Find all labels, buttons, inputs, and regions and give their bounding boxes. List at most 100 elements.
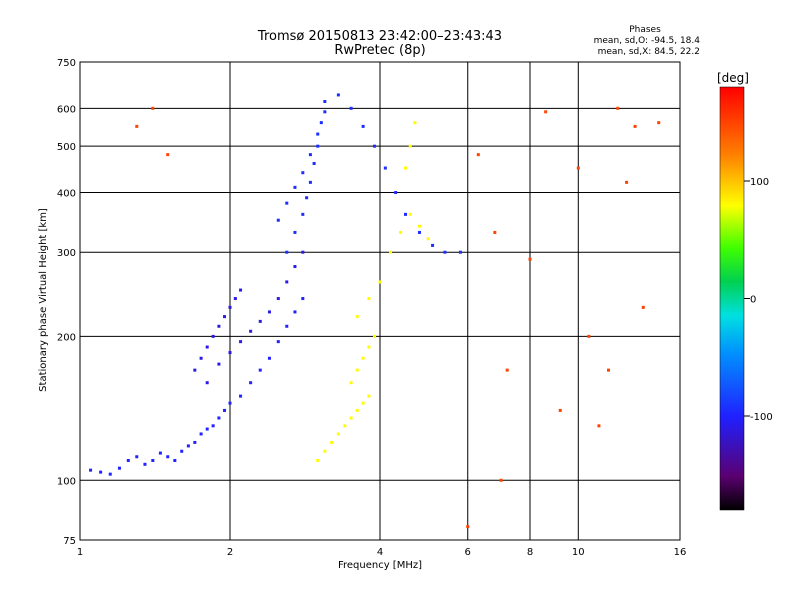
echo-point [258, 368, 262, 372]
echo-point [285, 280, 289, 284]
y-axis-label: Stationary phase Virtual Height [km] [38, 208, 49, 392]
echo-point [528, 257, 532, 261]
echo-point [657, 121, 661, 125]
echo-point [493, 230, 497, 234]
echo-point [505, 368, 509, 372]
echo-point [431, 243, 435, 247]
echo-point [228, 401, 232, 405]
echo-point [135, 124, 139, 128]
x-tick-label: 1 [77, 547, 83, 558]
echo-point [408, 144, 412, 148]
echo-point [361, 124, 365, 128]
x-axis-label: Frequency [MHz] [338, 560, 422, 571]
echo-point [267, 356, 271, 360]
echo-point [276, 218, 280, 222]
x-tick-label: 8 [527, 547, 533, 558]
echo-point [367, 345, 371, 349]
echo-point [301, 212, 305, 216]
echo-point [223, 408, 227, 412]
echo-point [361, 401, 365, 405]
echo-point [499, 478, 503, 482]
colorbar-label: [deg] [717, 71, 749, 85]
echo-point [361, 356, 365, 360]
echo-point [476, 153, 480, 157]
echo-point [223, 315, 227, 319]
echo-point [158, 451, 162, 455]
echo-point [323, 449, 327, 453]
echo-point [323, 100, 327, 104]
echo-point [616, 106, 620, 110]
echo-point [143, 462, 147, 466]
echo-point [193, 368, 197, 372]
echo-point [301, 250, 305, 254]
echo-point [301, 171, 305, 175]
echo-point [285, 201, 289, 205]
chart-title: Tromsø 20150813 23:42:00–23:43:43 [257, 29, 502, 44]
echo-point [180, 449, 184, 453]
echo-point [319, 121, 323, 125]
axis-ticks: 1 2 4 6 8 10 16 75 100 200 300 400 500 600 750 [57, 58, 686, 558]
echo-point [330, 440, 334, 444]
echo-point [205, 427, 209, 431]
echo-point [349, 381, 353, 385]
echo-point [228, 351, 232, 355]
echo-point [239, 394, 243, 398]
echo-point [205, 381, 209, 385]
echo-point [466, 525, 470, 529]
echo-point [267, 310, 271, 314]
echo-point [355, 408, 359, 412]
echo-point [336, 93, 340, 97]
echo-point [199, 432, 203, 436]
echo-point [249, 381, 253, 385]
echo-point [199, 356, 203, 360]
echo-point [308, 180, 312, 184]
echo-point [205, 345, 209, 349]
echo-point [587, 334, 591, 338]
phase-legend-x: mean, sd,X: 84.5, 22.2 [598, 47, 700, 57]
colorbar-tick-label: 0 [750, 295, 756, 306]
y-tick-label: 600 [57, 104, 76, 115]
echo-point [336, 432, 340, 436]
echo-point [597, 424, 601, 428]
echo-point [89, 468, 93, 472]
echo-point [607, 368, 611, 372]
y-tick-label: 400 [57, 188, 76, 199]
x-tick-label: 2 [227, 547, 233, 558]
echo-point [408, 212, 412, 216]
echo-point [544, 110, 548, 114]
echo-points [89, 93, 661, 529]
echo-point [301, 297, 305, 301]
echo-point [458, 250, 462, 254]
echo-point [343, 424, 347, 428]
colorbar [719, 86, 745, 511]
echo-point [293, 230, 297, 234]
echo-point [349, 106, 353, 110]
echo-point [166, 153, 170, 157]
echo-point [239, 340, 243, 344]
y-tick-label: 300 [57, 248, 76, 259]
echo-point [417, 230, 421, 234]
x-tick-label: 16 [674, 547, 687, 558]
y-tick-label: 500 [57, 142, 76, 153]
echo-point [233, 297, 237, 301]
echo-point [558, 408, 562, 412]
echo-point [399, 230, 403, 234]
echo-point [576, 166, 580, 170]
echo-point [217, 416, 221, 420]
echo-point [403, 212, 407, 216]
echo-point [378, 280, 382, 284]
echo-point [135, 455, 139, 459]
echo-point [285, 250, 289, 254]
echo-point [349, 416, 353, 420]
echo-point [426, 237, 430, 241]
echo-point [312, 161, 316, 165]
echo-point [305, 196, 309, 200]
echo-point [389, 250, 393, 254]
echo-point [373, 144, 377, 148]
echo-point [151, 106, 155, 110]
x-tick-label: 10 [572, 547, 585, 558]
echo-point [211, 334, 215, 338]
echo-point [276, 340, 280, 344]
echo-point [99, 470, 103, 474]
echo-point [413, 121, 417, 125]
